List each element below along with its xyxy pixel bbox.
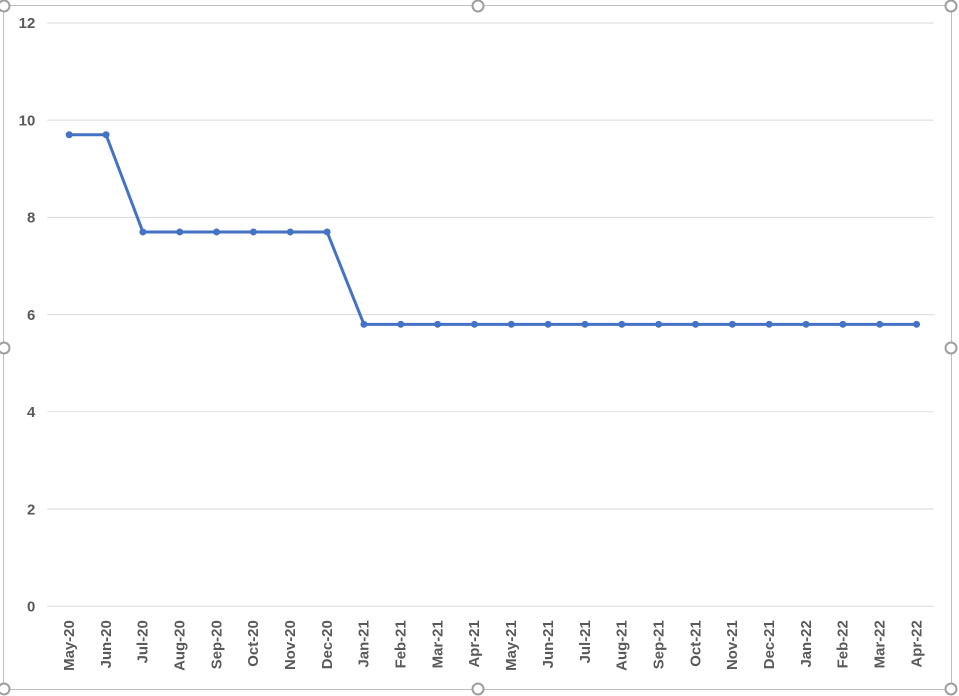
data-point-marker[interactable]: [249, 228, 257, 236]
x-axis-tick-label: Sep-21: [650, 620, 667, 669]
x-axis-tick-label: Nov-21: [724, 620, 741, 670]
x-axis-tick-label: Jan-22: [798, 620, 815, 667]
data-point-marker[interactable]: [876, 320, 884, 328]
selection-handle-middle-left[interactable]: [0, 341, 11, 354]
x-axis-tick-label: Jan-21: [356, 620, 373, 667]
line-chart-plot: 0 2 4 6 8 10 12 May-20 Jun-20 Jul-20 Aug-20 Sep-20 O…: [19, 15, 934, 671]
data-point-marker[interactable]: [360, 320, 368, 328]
selection-handle-top-left[interactable]: [0, 0, 11, 13]
y-axis-tick-label: 12: [19, 15, 36, 32]
data-point-marker[interactable]: [102, 131, 110, 139]
data-point-marker[interactable]: [581, 320, 589, 328]
data-point-marker[interactable]: [434, 320, 442, 328]
x-axis-tick-label: Jul-21: [577, 620, 594, 663]
data-point-marker[interactable]: [544, 320, 552, 328]
data-point-marker[interactable]: [286, 228, 294, 236]
x-axis-tick-label: May-21: [503, 620, 520, 671]
x-axis-tick-label: May-20: [61, 620, 78, 671]
data-point-marker[interactable]: [397, 320, 405, 328]
selection-handle-top-right[interactable]: [944, 0, 958, 13]
data-point-marker[interactable]: [176, 228, 184, 236]
x-axis-tick-label: Apr-21: [466, 620, 483, 667]
x-axis-tick-label: Oct-20: [245, 620, 262, 667]
data-point-marker[interactable]: [139, 228, 147, 236]
y-axis-tick-label: 6: [27, 307, 35, 324]
selection-handle-bottom-right[interactable]: [944, 682, 958, 696]
series-line[interactable]: [67, 133, 919, 326]
data-point-marker[interactable]: [507, 320, 515, 328]
x-axis-tick-label: Nov-20: [282, 620, 299, 670]
x-axis-tick-label: Sep-20: [208, 620, 225, 669]
selection-handle-middle-right[interactable]: [944, 341, 958, 354]
x-axis-tick-label: Jul-20: [135, 620, 152, 663]
x-axis-tick-label: Feb-21: [393, 620, 410, 668]
data-point-marker[interactable]: [65, 131, 73, 139]
y-axis-tick-label: 10: [19, 112, 36, 129]
data-point-marker[interactable]: [913, 320, 921, 328]
y-axis-tick-label: 0: [27, 598, 35, 615]
x-axis-tick-label: Mar-21: [429, 620, 446, 668]
x-axis-tick-label: Dec-20: [319, 620, 336, 669]
y-axis-tick-label: 8: [27, 210, 35, 227]
x-axis-tick-label: Jun-20: [98, 620, 115, 668]
y-axis-tick-label: 4: [27, 404, 36, 421]
data-point-marker[interactable]: [470, 320, 478, 328]
x-axis-tick-label: Aug-20: [172, 620, 189, 671]
x-axis-tick-label: Oct-21: [687, 620, 704, 667]
data-point-marker[interactable]: [839, 320, 847, 328]
data-point-marker[interactable]: [323, 228, 331, 236]
data-point-marker[interactable]: [213, 228, 221, 236]
selection-handle-top-center[interactable]: [471, 0, 484, 13]
x-axis-tick-label: Mar-22: [872, 620, 889, 668]
selection-handle-bottom-left[interactable]: [0, 682, 11, 696]
selection-handle-bottom-center[interactable]: [471, 682, 484, 696]
x-axis-tick-label: Jun-21: [540, 620, 557, 668]
data-point-marker[interactable]: [802, 320, 810, 328]
x-axis-tick-label: Feb-22: [835, 620, 852, 668]
data-point-marker[interactable]: [728, 320, 736, 328]
data-point-marker[interactable]: [618, 320, 626, 328]
y-axis-tick-label: 2: [27, 501, 35, 518]
data-point-marker[interactable]: [692, 320, 700, 328]
data-point-marker[interactable]: [655, 320, 663, 328]
x-axis-tick-label: Aug-21: [614, 620, 631, 671]
data-point-marker[interactable]: [765, 320, 773, 328]
x-axis-tick-label: Apr-22: [908, 620, 925, 667]
x-axis-tick-label: Dec-21: [761, 620, 778, 669]
